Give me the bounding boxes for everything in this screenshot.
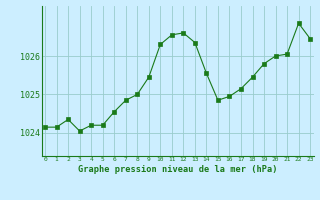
- X-axis label: Graphe pression niveau de la mer (hPa): Graphe pression niveau de la mer (hPa): [78, 165, 277, 174]
